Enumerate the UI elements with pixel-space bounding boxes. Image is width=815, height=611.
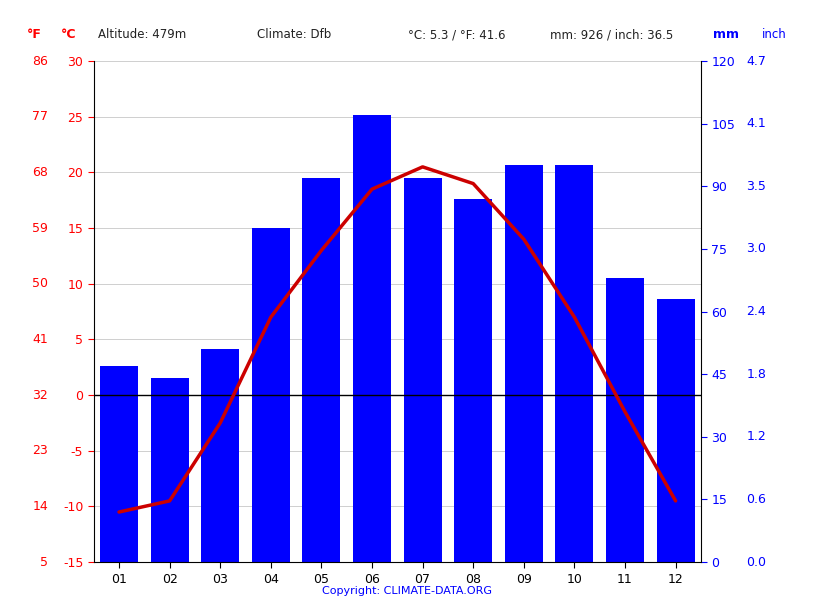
Text: mm: mm — [713, 28, 739, 42]
Text: °C: 5.3 / °F: 41.6: °C: 5.3 / °F: 41.6 — [408, 28, 505, 42]
Text: 68: 68 — [33, 166, 48, 179]
Bar — [504, 166, 543, 562]
Text: Copyright: CLIMATE-DATA.ORG: Copyright: CLIMATE-DATA.ORG — [323, 586, 492, 596]
Text: 0.0: 0.0 — [747, 555, 766, 569]
Text: 5: 5 — [40, 555, 48, 569]
Text: 4.7: 4.7 — [747, 54, 766, 68]
Text: 41: 41 — [33, 333, 48, 346]
Bar — [100, 366, 138, 562]
Text: 14: 14 — [33, 500, 48, 513]
Text: 77: 77 — [32, 110, 48, 123]
Text: Altitude: 479m: Altitude: 479m — [98, 28, 186, 42]
Bar — [302, 178, 341, 562]
Text: 1.8: 1.8 — [747, 368, 766, 381]
Text: 32: 32 — [33, 389, 48, 401]
Bar — [151, 378, 188, 562]
Bar — [403, 178, 442, 562]
Text: 23: 23 — [33, 444, 48, 457]
Text: inch: inch — [762, 28, 786, 42]
Bar — [657, 299, 694, 562]
Bar — [556, 166, 593, 562]
Bar — [201, 349, 239, 562]
Text: 2.4: 2.4 — [747, 305, 766, 318]
Text: 0.6: 0.6 — [747, 493, 766, 506]
Text: Climate: Dfb: Climate: Dfb — [257, 28, 331, 42]
Bar — [252, 228, 290, 562]
Text: mm: 926 / inch: 36.5: mm: 926 / inch: 36.5 — [550, 28, 673, 42]
Text: 59: 59 — [33, 222, 48, 235]
Bar — [606, 278, 644, 562]
Bar — [353, 115, 391, 562]
Text: °F: °F — [27, 28, 42, 42]
Text: 3.0: 3.0 — [747, 243, 766, 255]
Text: 4.1: 4.1 — [747, 117, 766, 130]
Bar — [454, 199, 492, 562]
Text: 86: 86 — [33, 54, 48, 68]
Text: °C: °C — [61, 28, 77, 42]
Text: 1.2: 1.2 — [747, 430, 766, 444]
Text: 50: 50 — [32, 277, 48, 290]
Text: 3.5: 3.5 — [747, 180, 766, 193]
